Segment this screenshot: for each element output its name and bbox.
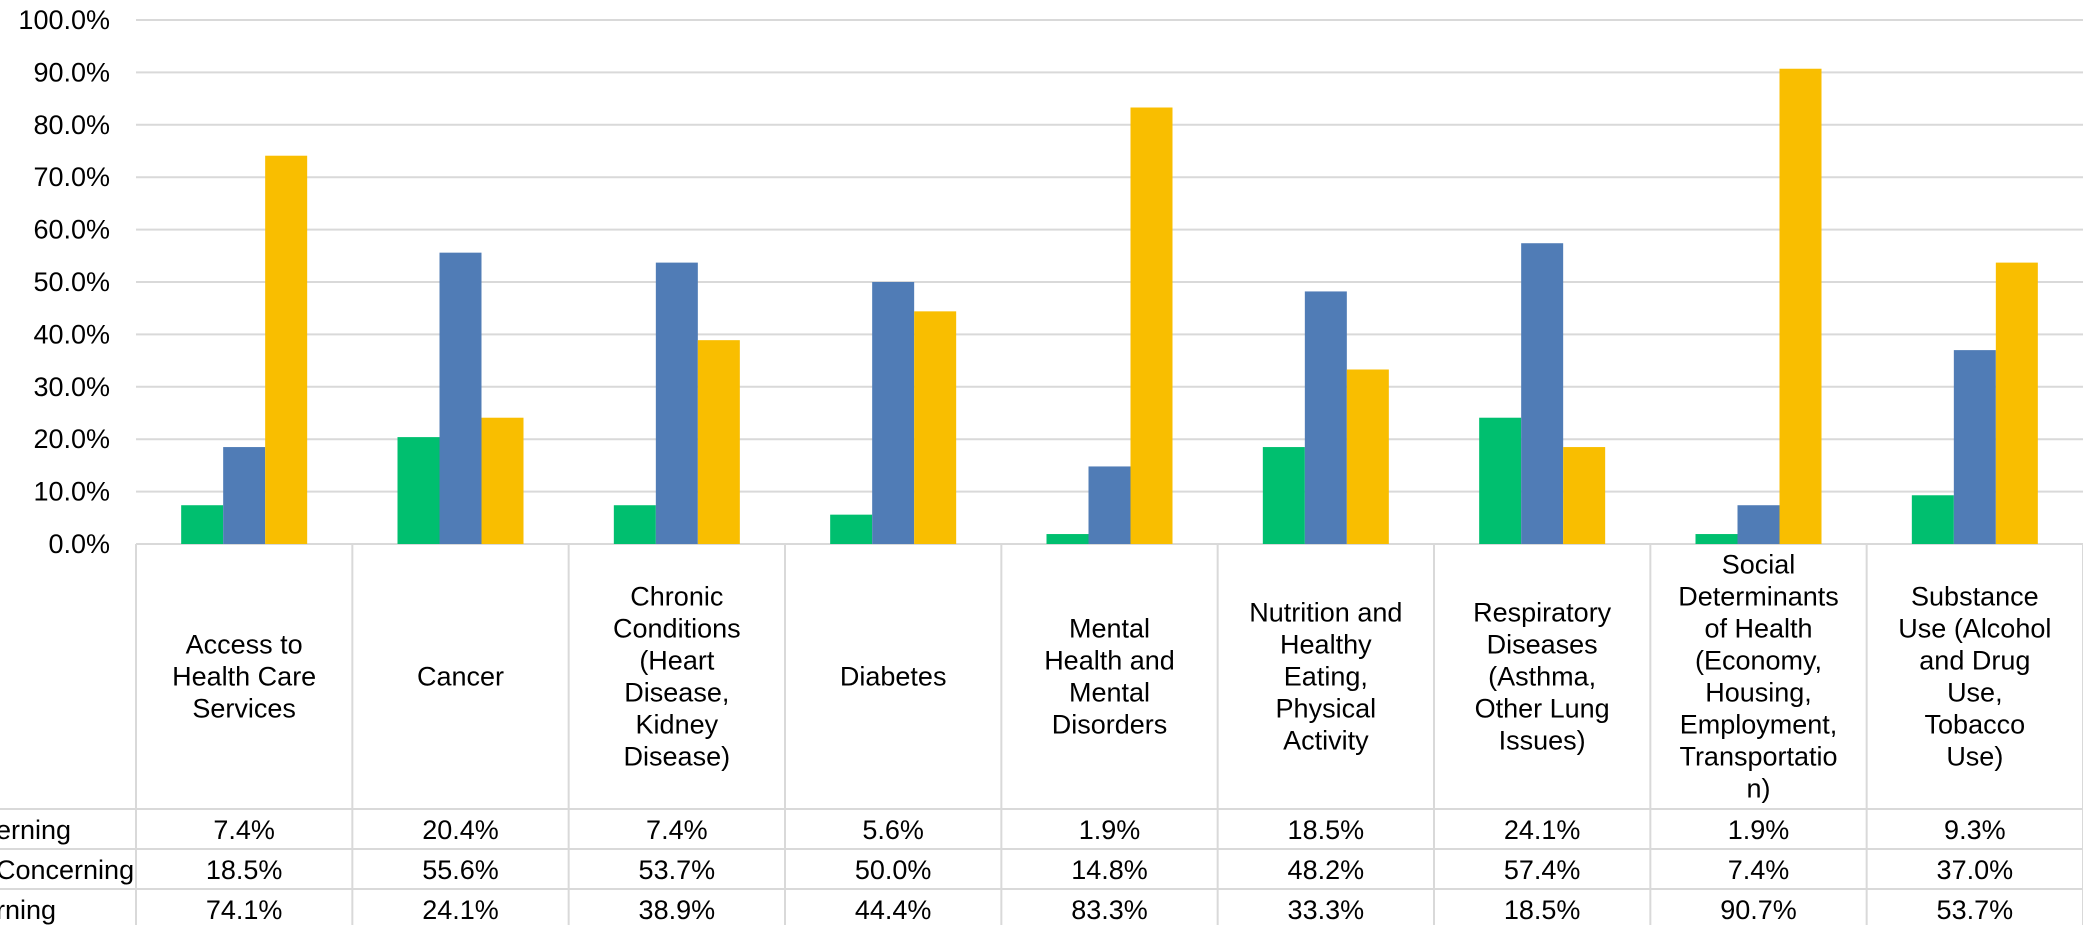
bar [1346,369,1389,544]
table-cell-value: 18.5% [206,855,283,885]
category-label: Social Determinants of Health (Economy, Hous… [1678,549,1839,803]
table-cell-value: 7.4% [646,815,708,845]
bar [655,262,698,544]
table-cell-value: 18.5% [1504,895,1581,925]
table-row-label: Concerning [0,855,134,885]
table-cell-value: 38.9% [639,895,716,925]
bar [872,282,915,544]
y-tick-label: 20.0% [33,424,110,454]
table-cell-value: 37.0% [1937,855,2014,885]
category-label: Access to Health Care Services [172,629,316,723]
bar [265,155,308,544]
bar [1779,68,1822,545]
table-cell-value: 24.1% [422,895,499,925]
table-row-labels: erning Concerning rning [0,815,134,925]
bar [697,340,740,544]
table-cell-value: 9.3% [1944,815,2006,845]
table-cell-value: 57.4% [1504,855,1581,885]
table-cell-value: 83.3% [1071,895,1148,925]
table-cell-value: 18.5% [1288,815,1365,845]
category-label: Nutrition and Healthy Eating, Physical Activ… [1249,597,1402,755]
table-cell-value: 33.3% [1288,895,1365,925]
bar [1088,466,1131,544]
bar [1521,243,1564,544]
category-label: Chronic Conditions (Heart Disease, Kidney Dis… [613,581,741,771]
table-cell-value: 1.9% [1079,815,1141,845]
category-labels: Access to Health Care Services Cancer Chroni… [172,549,2051,803]
data-table [0,544,2083,925]
bar [223,447,266,544]
table-cell-value: 90.7% [1720,895,1797,925]
table-cell-value: 50.0% [855,855,932,885]
bar [1262,447,1305,544]
table-cell-value: 53.7% [1937,895,2014,925]
category-label: Mental Health and Mental Disorders [1044,613,1175,739]
table-cell-value: 53.7% [639,855,716,885]
bar [1304,291,1347,544]
bar [1563,447,1606,544]
category-label: Cancer [417,661,504,691]
y-tick-label: 30.0% [33,372,110,402]
table-cell-value: 1.9% [1728,815,1790,845]
y-tick-label: 90.0% [33,57,110,87]
category-label: Diabetes [840,661,947,691]
y-axis-tick-labels: 0.0% 10.0% 20.0% 30.0% 40.0% 50.0% 60.0% 70.0% 8… [18,5,110,559]
bar [914,311,957,544]
table-cell-value: 48.2% [1288,855,1365,885]
table-cells: 7.4% 20.4% 7.4% 5.6% 1.9% 18.5% 24.1% 1.9% 9.3% 1… [206,815,2013,925]
bar [439,252,482,544]
bar [1046,534,1089,544]
y-tick-label: 60.0% [33,215,110,245]
y-tick-label: 100.0% [18,5,110,35]
y-tick-label: 0.0% [48,529,110,559]
table-cell-value: 7.4% [1728,855,1790,885]
table-cell-value: 55.6% [422,855,499,885]
table-cell-value: 44.4% [855,895,932,925]
table-row-label: rning [0,895,56,925]
bar [613,505,656,544]
bar [1737,505,1780,544]
y-tick-label: 50.0% [33,267,110,297]
category-label: Respiratory Diseases (Asthma, Other Lung Iss… [1473,597,1612,755]
y-tick-label: 80.0% [33,110,110,140]
y-tick-label: 40.0% [33,319,110,349]
bar [181,505,224,544]
y-tick-label: 70.0% [33,162,110,192]
y-tick-label: 10.0% [33,477,110,507]
table-cell-value: 7.4% [213,815,275,845]
bar [1130,107,1173,545]
bar [830,514,873,544]
bars [181,68,2038,545]
bar [397,437,440,544]
bar [481,417,524,544]
bar [1479,417,1522,544]
bar [1911,495,1954,544]
table-cell-value: 5.6% [862,815,924,845]
bar [1953,350,1996,544]
table-cell-value: 74.1% [206,895,283,925]
table-cell-value: 24.1% [1504,815,1581,845]
table-cell-value: 14.8% [1071,855,1148,885]
bar [1695,534,1738,544]
table-cell-value: 20.4% [422,815,499,845]
table-row-label: erning [0,815,71,845]
bar [1995,262,2038,544]
category-label: Substance Use (Alcohol and Drug Use, Tobacco… [1898,581,2051,771]
